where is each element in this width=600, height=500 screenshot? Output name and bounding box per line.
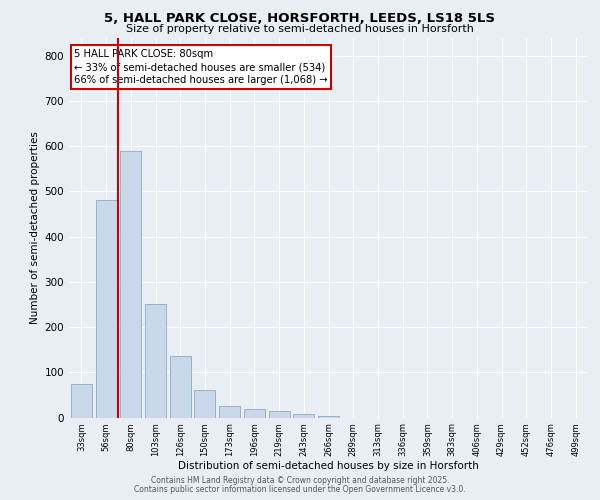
Bar <box>318 416 339 418</box>
Bar <box>145 304 166 418</box>
Bar <box>170 356 191 418</box>
Bar <box>194 390 215 417</box>
Text: 5, HALL PARK CLOSE, HORSFORTH, LEEDS, LS18 5LS: 5, HALL PARK CLOSE, HORSFORTH, LEEDS, LS… <box>104 12 496 26</box>
Y-axis label: Number of semi-detached properties: Number of semi-detached properties <box>31 131 40 324</box>
Bar <box>269 411 290 418</box>
Bar <box>120 150 141 418</box>
Bar <box>95 200 116 418</box>
Bar <box>244 410 265 418</box>
Bar <box>293 414 314 418</box>
Text: Size of property relative to semi-detached houses in Horsforth: Size of property relative to semi-detach… <box>126 24 474 34</box>
X-axis label: Distribution of semi-detached houses by size in Horsforth: Distribution of semi-detached houses by … <box>178 460 479 470</box>
Text: Contains public sector information licensed under the Open Government Licence v3: Contains public sector information licen… <box>134 484 466 494</box>
Bar <box>219 406 240 417</box>
Bar <box>71 384 92 418</box>
Text: 5 HALL PARK CLOSE: 80sqm
← 33% of semi-detached houses are smaller (534)
66% of : 5 HALL PARK CLOSE: 80sqm ← 33% of semi-d… <box>74 49 328 86</box>
Text: Contains HM Land Registry data © Crown copyright and database right 2025.: Contains HM Land Registry data © Crown c… <box>151 476 449 485</box>
